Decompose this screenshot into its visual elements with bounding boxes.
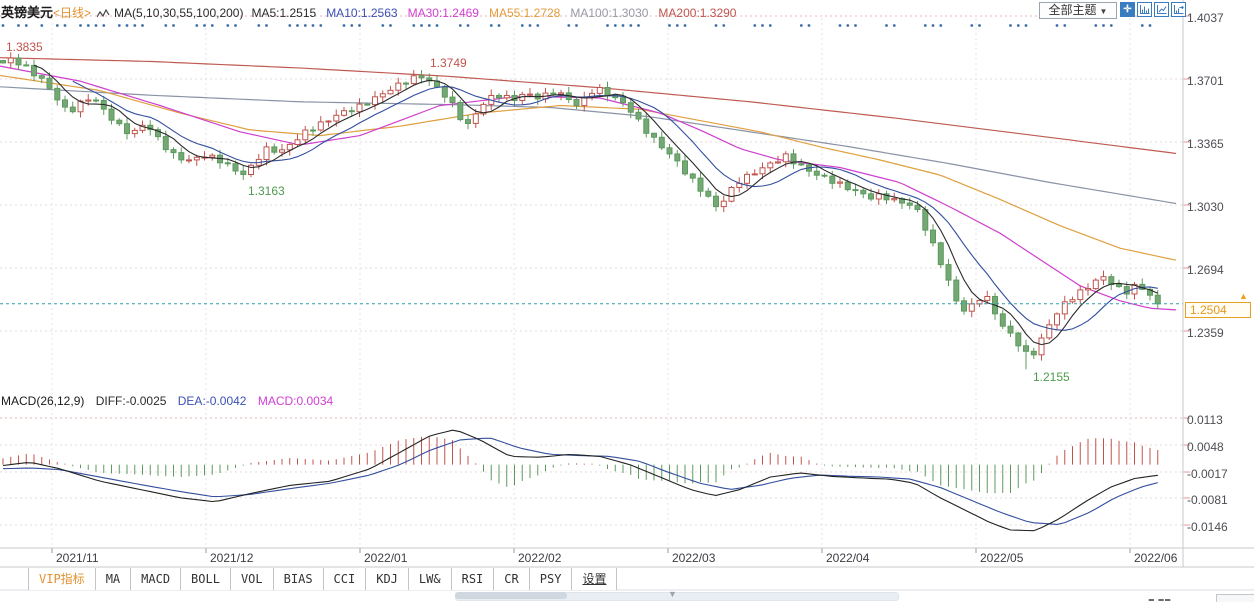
crosshair-pan-icon[interactable]: ✛ <box>1120 2 1135 17</box>
ma-settings-label: MA(5,10,30,55,100,200) <box>114 6 244 20</box>
date-axis-label-7: 2022/06 <box>1134 551 1178 565</box>
toolbar-item-BOLL[interactable]: BOLL <box>181 568 231 590</box>
trend-panel-icon[interactable] <box>1154 2 1169 17</box>
toolbar-item-CR[interactable]: CR <box>494 568 530 590</box>
ma-values-readout: MA5:1.2515 MA10:1.2563 MA30:1.2469 MA55:1.2… <box>251 6 746 20</box>
ma-value-3: MA55:1.2728 <box>488 6 561 20</box>
chevron-down-icon: ▼ <box>1099 7 1108 16</box>
macd-axis-label-3: -0.0081 <box>1187 493 1228 507</box>
date-axis-label-4: 2022/03 <box>672 551 716 565</box>
date-axis-label-1: 2021/12 <box>210 551 254 565</box>
toolbar-item-LW&[interactable]: LW& <box>409 568 452 590</box>
bottom-right-cropped-panel <box>1216 594 1254 602</box>
date-axis-label-6: 2022/05 <box>980 551 1024 565</box>
macd-header: MACD(26,12,9) DIFF:-0.0025 DEA:-0.0042 M… <box>1 394 341 408</box>
price-annotation-3: 1.2155 <box>1033 370 1070 384</box>
toolbar-item-RSI[interactable]: RSI <box>452 568 495 590</box>
ma-value-1: MA10:1.2563 <box>326 6 398 20</box>
macd-axis-label-0: 0.0113 <box>1187 413 1223 427</box>
macd-axis-label-1: 0.0048 <box>1187 440 1224 454</box>
macd-diff-value: DIFF:-0.0025 <box>95 394 167 408</box>
toolbar-item-BIAS[interactable]: BIAS <box>274 568 324 590</box>
toolbar-item-PSY[interactable]: PSY <box>530 568 573 590</box>
toolbar-item-设置[interactable]: 设置 <box>572 568 618 590</box>
price-annotation-1: 1.3749 <box>430 56 467 70</box>
macd-axis-label-4: -0.0146 <box>1187 520 1228 534</box>
indicator-toolbar: VIP指标 MA MACD BOLL VOL BIAS CCI KDJ LW& RSI CR PSY 设… <box>28 568 618 590</box>
macd-hist-value: MACD:0.0034 <box>257 394 334 408</box>
macd-axis-label-2: -0.0017 <box>1187 467 1228 481</box>
ma-value-0: MA5:1.2515 <box>251 6 317 20</box>
ma-value-5: MA200:1.3290 <box>658 6 737 20</box>
toolbar-item-MA[interactable]: MA <box>96 568 132 590</box>
current-price-tag: 1.2504 <box>1185 302 1251 318</box>
macd-title: MACD(26,12,9) <box>1 394 85 408</box>
price-axis-label-5: 1.2359 <box>1187 326 1224 340</box>
symbol-name: 英镑美元 <box>1 5 54 20</box>
price-axis-label-0: 1.4037 <box>1187 11 1224 25</box>
toolbar-item-KDJ[interactable]: KDJ <box>366 568 409 590</box>
price-axis-label-2: 1.3365 <box>1187 137 1224 151</box>
toolbar-item-VIP指标[interactable]: VIP指标 <box>28 568 96 590</box>
price-up-arrow-icon: ▲ <box>1239 291 1248 301</box>
price-axis-label-3: 1.3030 <box>1187 200 1224 214</box>
price-annotation-0: 1.3835 <box>6 40 43 54</box>
price-annotation-2: 1.3163 <box>248 184 285 198</box>
toolbar-item-MACD[interactable]: MACD <box>131 568 182 590</box>
ma-value-4: MA100:1.3030 <box>570 6 649 20</box>
date-axis-label-0: 2021/11 <box>56 551 99 565</box>
price-axis-label-4: 1.2694 <box>1187 263 1224 277</box>
price-axis-label-1: 1.3701 <box>1187 74 1224 88</box>
chart-type-icon <box>96 8 110 22</box>
theme-dropdown[interactable]: 全部主题 ▼ <box>1039 2 1117 19</box>
collapse-panel-handle[interactable]: ▼ <box>668 589 677 599</box>
indicator-panel-icon[interactable] <box>1137 2 1152 17</box>
bottom-scrollbar-thumb[interactable] <box>455 592 567 599</box>
period-selector[interactable]: <日线> <box>53 6 92 20</box>
toolbar-item-VOL[interactable]: VOL <box>231 568 274 590</box>
date-axis-label-2: 2022/01 <box>364 551 408 565</box>
bottom-right-cropped-text: ■ ■■ <box>1148 596 1212 601</box>
theme-dropdown-label: 全部主题 <box>1048 3 1097 17</box>
toolbar-item-CCI[interactable]: CCI <box>324 568 367 590</box>
macd-dea-value: DEA:-0.0042 <box>177 394 247 408</box>
ma-value-2: MA30:1.2469 <box>407 6 479 20</box>
date-axis-label-3: 2022/02 <box>518 551 562 565</box>
main-chart-header: 英镑美元<日线> MA(5,10,30,55,100,200) MA5:1.2515… <box>1 2 746 22</box>
date-axis-label-5: 2022/04 <box>826 551 870 565</box>
export-panel-icon[interactable] <box>1171 2 1186 17</box>
chart-tool-buttons: ✛ <box>1120 2 1186 17</box>
